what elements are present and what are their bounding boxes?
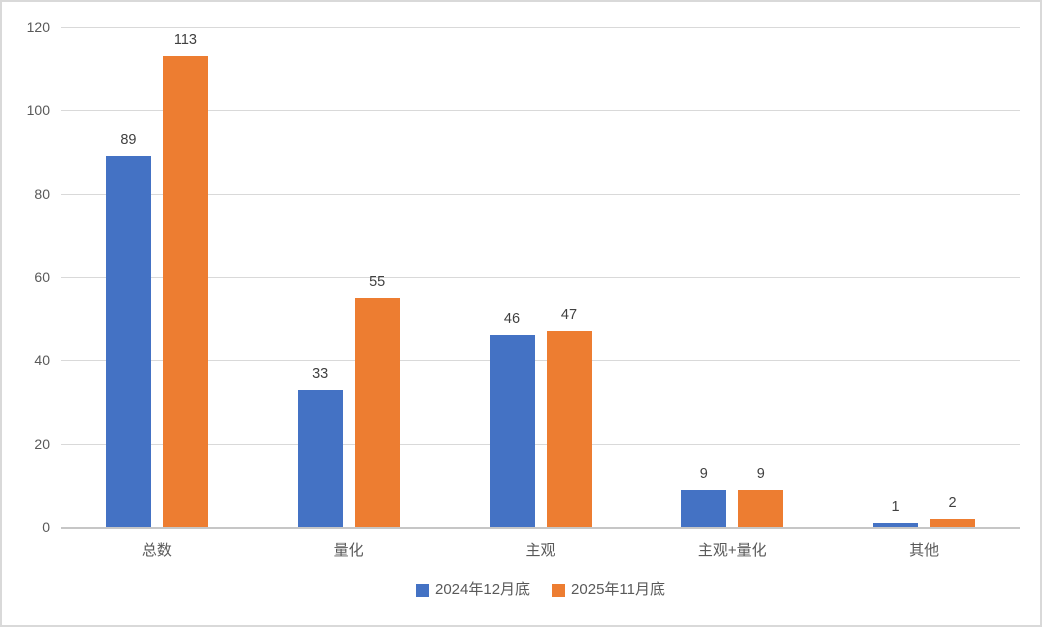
x-tick-label: 主观+量化 [697,542,767,559]
legend-label: 2025年11月底 [571,581,665,598]
legend-item-series1: 2024年12月底 [415,581,531,599]
data-label: 9 [699,465,708,482]
bar-series2-总数 [162,56,208,527]
data-label: 89 [120,132,137,149]
legend-swatch-icon [415,583,429,597]
y-tick-label: 60 [34,269,50,285]
bar-series1-主观+量化 [681,489,727,527]
data-label: 46 [503,311,521,328]
y-tick-label: 120 [26,19,50,35]
bar-series1-其他 [873,522,919,527]
legend-label: 2024年12月底 [434,581,531,598]
y-tick-label: 100 [26,102,50,119]
bar-series2-主观 [546,331,592,527]
data-label: 1 [891,498,900,515]
gridline [61,443,1020,445]
data-label: 33 [312,365,329,382]
y-axis: 0 20 40 60 80 100 120 [2,19,50,535]
data-label: 55 [369,273,386,290]
data-label: 113 [173,32,197,49]
x-tick-label: 其他 [909,542,940,559]
data-label: 2 [948,494,957,511]
data-label: 9 [756,465,765,482]
bar-series2-量化 [354,297,400,527]
legend-item-series2: 2025年11月底 [552,581,665,599]
x-tick-label: 总数 [141,542,172,559]
x-tick-label: 主观 [525,542,556,559]
gridline [61,27,1020,28]
y-tick-label: 80 [34,185,50,202]
x-axis-line [61,527,1020,529]
gridline [61,360,1020,362]
bar-series1-量化 [297,389,343,527]
y-tick-label: 0 [42,519,50,535]
plot-area: 89 113 33 55 46 47 9 9 1 2 [61,27,1020,529]
bar-series1-总数 [105,156,151,527]
y-tick-label: 40 [34,352,50,369]
legend-swatch-icon [552,583,566,597]
gridline [61,277,1020,278]
data-label: 47 [560,307,578,324]
legend: 2024年12月底 2025年11月底 [61,581,1020,599]
bar-series2-主观+量化 [738,489,784,527]
bar-series1-主观 [489,335,535,527]
x-axis: 总数 量化 主观 主观+量化 其他 [61,535,1020,561]
y-tick-label: 20 [34,435,50,452]
gridline [61,193,1020,195]
gridline [61,110,1020,112]
bar-series2-其他 [930,518,976,527]
x-tick-label: 量化 [333,542,364,559]
